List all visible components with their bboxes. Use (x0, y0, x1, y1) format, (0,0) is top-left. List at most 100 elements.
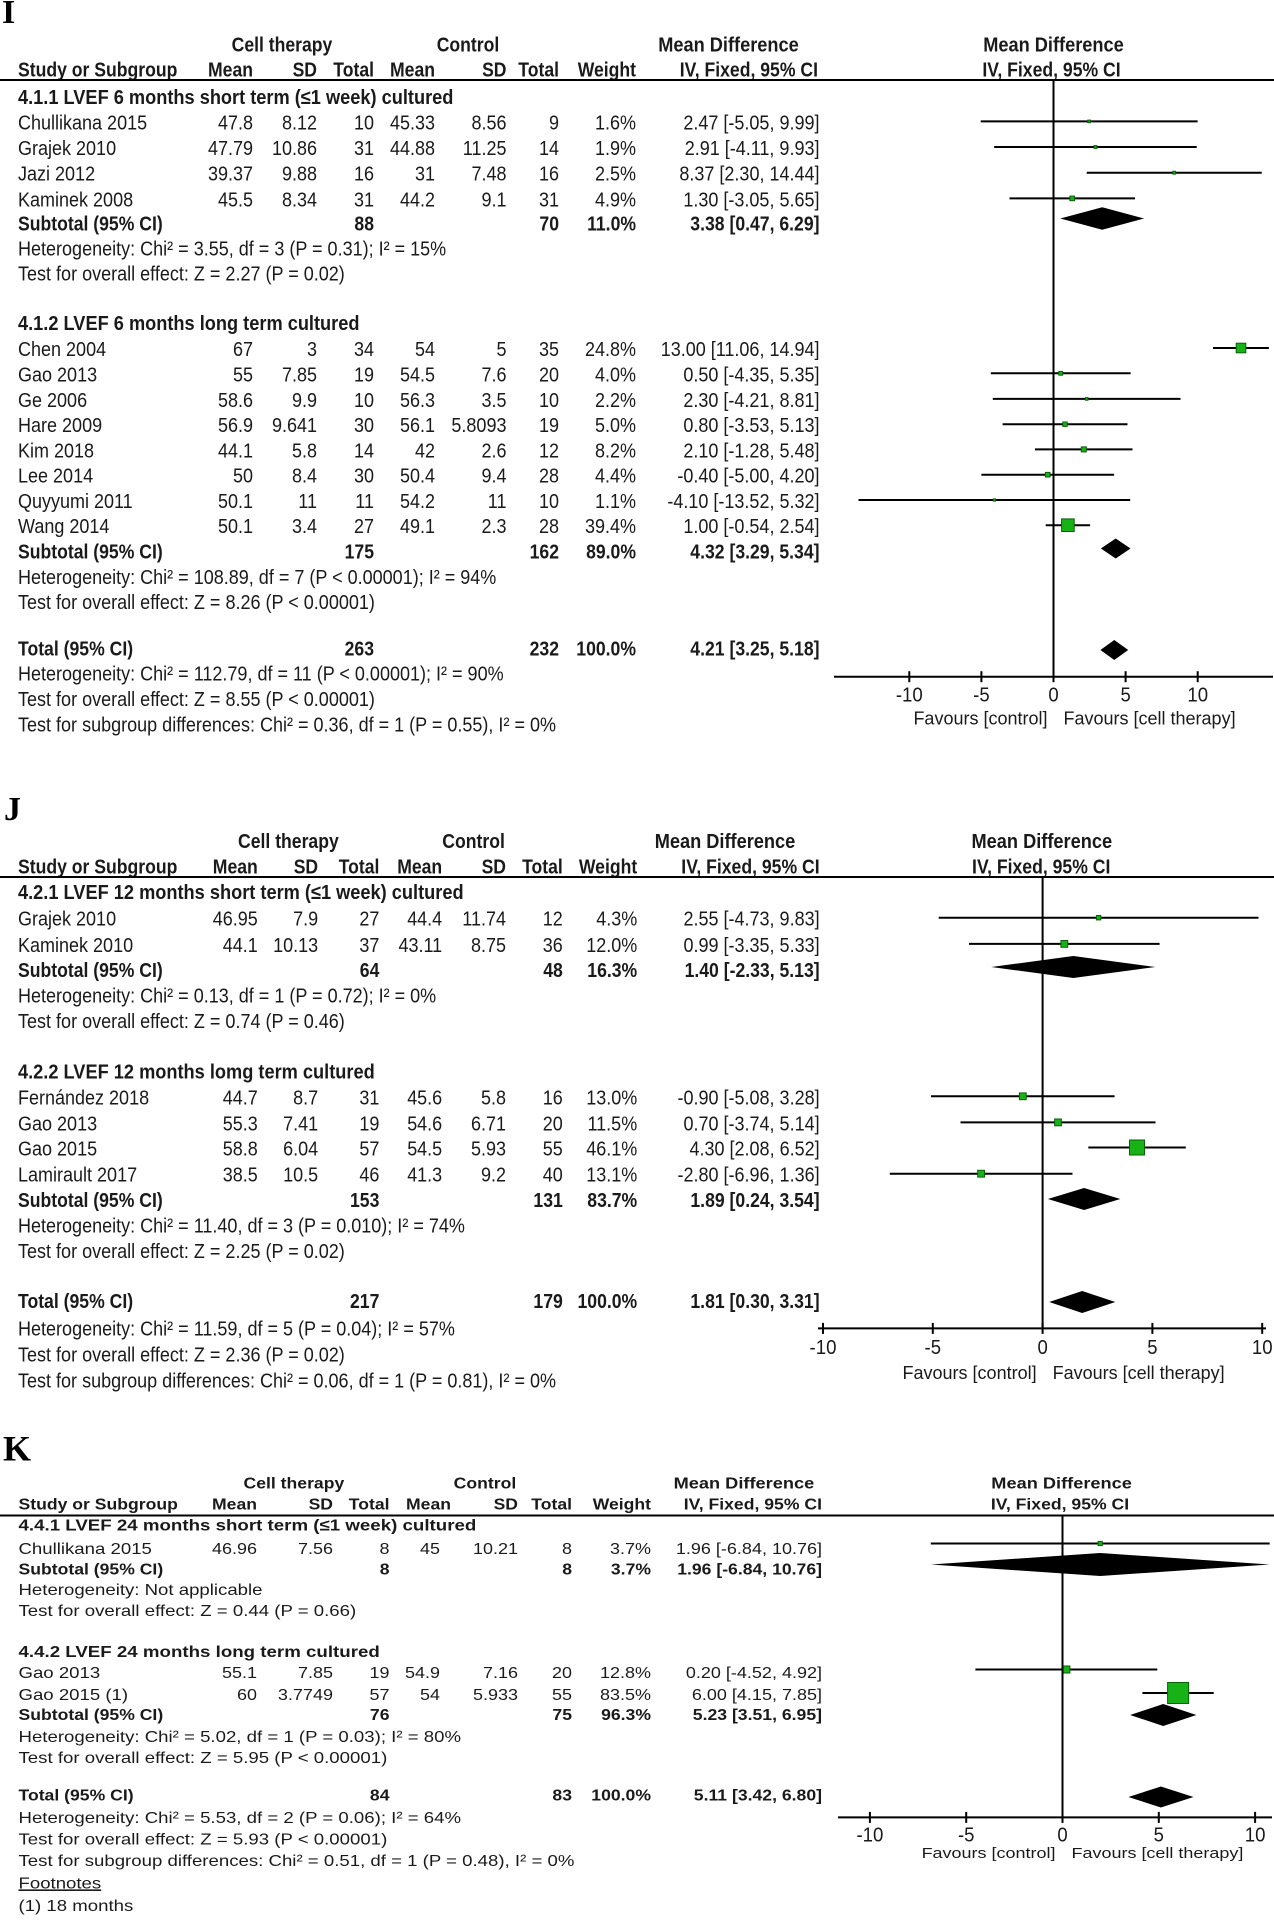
svg-text:60: 60 (237, 1686, 257, 1704)
svg-text:38.5: 38.5 (223, 1165, 258, 1187)
svg-text:9.88: 9.88 (282, 164, 317, 186)
svg-text:Mean: Mean (397, 857, 442, 879)
svg-text:19: 19 (539, 415, 559, 437)
svg-text:179: 179 (533, 1291, 562, 1313)
svg-text:Cell therapy: Cell therapy (244, 1474, 345, 1492)
svg-text:Quyyumi 2011: Quyyumi 2011 (18, 491, 133, 513)
svg-text:4.2.2 LVEF 12 months lomg term: 4.2.2 LVEF 12 months lomg term cultured (18, 1062, 375, 1084)
svg-text:2.55 [-4.73, 9.83]: 2.55 [-4.73, 9.83] (684, 909, 820, 931)
svg-text:16: 16 (543, 1087, 563, 1109)
svg-text:55: 55 (543, 1139, 563, 1161)
svg-text:55: 55 (552, 1686, 572, 1704)
svg-text:10: 10 (1245, 1824, 1266, 1846)
svg-text:2.47 [-5.05, 9.99]: 2.47 [-5.05, 9.99] (683, 112, 819, 134)
svg-text:9.9: 9.9 (292, 390, 317, 412)
svg-text:Heterogeneity: Chi² = 5.02, df: Heterogeneity: Chi² = 5.02, df = 1 (P = … (19, 1728, 462, 1746)
svg-text:175: 175 (345, 542, 374, 564)
svg-text:Test for overall effect: Z = 0: Test for overall effect: Z = 0.74 (P = 0… (18, 1011, 345, 1033)
svg-text:10.5: 10.5 (283, 1165, 318, 1187)
svg-text:Heterogeneity: Chi² = 0.13, df: Heterogeneity: Chi² = 0.13, df = 1 (P = … (18, 986, 436, 1008)
svg-text:Total: Total (518, 60, 559, 82)
svg-text:31: 31 (354, 138, 374, 160)
svg-text:41.3: 41.3 (407, 1165, 442, 1187)
svg-text:Control: Control (442, 831, 505, 853)
svg-text:1.89 [0.24, 3.54]: 1.89 [0.24, 3.54] (690, 1190, 819, 1212)
svg-text:54: 54 (420, 1686, 440, 1704)
svg-text:11.25: 11.25 (463, 138, 507, 160)
svg-text:Favours [cell therapy]: Favours [cell therapy] (1053, 1363, 1225, 1383)
svg-text:7.6: 7.6 (482, 364, 507, 386)
svg-text:8.37 [2.30, 14.44]: 8.37 [2.30, 14.44] (679, 164, 819, 186)
svg-text:Chullikana 2015: Chullikana 2015 (18, 112, 147, 134)
svg-text:Subtotal (95% CI): Subtotal (95% CI) (18, 542, 163, 564)
svg-text:2.5%: 2.5% (595, 164, 636, 186)
svg-text:Test for subgroup differences:: Test for subgroup differences: Chi² = 0.… (19, 1852, 575, 1870)
svg-text:Gao 2013: Gao 2013 (19, 1664, 101, 1682)
svg-text:4.0%: 4.0% (595, 364, 636, 386)
svg-text:Favours [control]: Favours [control] (922, 1846, 1056, 1862)
svg-text:8.34: 8.34 (282, 189, 317, 211)
svg-text:4.4.2 LVEF 24 months long term: 4.4.2 LVEF 24 months long term cultured (19, 1643, 380, 1661)
svg-text:83: 83 (552, 1786, 572, 1804)
svg-text:Study or Subgroup: Study or Subgroup (19, 1495, 178, 1513)
svg-text:45: 45 (420, 1540, 440, 1558)
svg-text:8: 8 (380, 1560, 390, 1578)
svg-text:Test for overall effect: Z = 2: Test for overall effect: Z = 2.36 (P = 0… (18, 1345, 345, 1367)
svg-text:SD: SD (293, 60, 317, 82)
svg-text:10: 10 (354, 112, 374, 134)
svg-text:-10: -10 (810, 1337, 837, 1359)
svg-text:83.5%: 83.5% (600, 1686, 651, 1704)
svg-text:10: 10 (539, 491, 559, 513)
svg-text:42: 42 (415, 440, 435, 462)
svg-text:1.96 [-6.84, 10.76]: 1.96 [-6.84, 10.76] (676, 1540, 822, 1558)
svg-text:IV, Fixed, 95% CI: IV, Fixed, 95% CI (991, 1495, 1129, 1513)
svg-text:44.2: 44.2 (400, 189, 435, 211)
svg-text:SD: SD (294, 857, 318, 879)
svg-text:45.5: 45.5 (218, 189, 253, 211)
svg-text:(1) 18 months: (1) 18 months (19, 1897, 134, 1915)
svg-text:43.11: 43.11 (399, 935, 443, 957)
svg-text:Subtotal (95% CI): Subtotal (95% CI) (18, 1190, 163, 1212)
svg-text:Test for overall effect: Z = 0: Test for overall effect: Z = 0.44 (P = 0… (19, 1602, 357, 1620)
svg-text:Total: Total (339, 857, 380, 879)
svg-text:-5: -5 (973, 684, 990, 706)
svg-text:11.74: 11.74 (462, 909, 506, 931)
svg-text:2.91 [-4.11, 9.93]: 2.91 [-4.11, 9.93] (685, 138, 820, 160)
svg-text:0: 0 (1048, 684, 1058, 706)
svg-text:Mean Difference: Mean Difference (972, 831, 1113, 853)
svg-text:76: 76 (370, 1706, 390, 1724)
svg-text:1.30 [-3.05, 5.65]: 1.30 [-3.05, 5.65] (683, 189, 819, 211)
svg-text:5.23 [3.51, 6.95]: 5.23 [3.51, 6.95] (693, 1706, 822, 1724)
svg-text:1.6%: 1.6% (595, 112, 636, 134)
svg-text:6.04: 6.04 (283, 1139, 318, 1161)
svg-text:35: 35 (539, 339, 559, 361)
svg-text:9: 9 (549, 112, 559, 134)
svg-text:Wang 2014: Wang 2014 (18, 516, 109, 538)
svg-text:Mean Difference: Mean Difference (991, 1474, 1132, 1492)
svg-text:54.2: 54.2 (400, 491, 435, 513)
svg-text:8: 8 (562, 1560, 572, 1578)
svg-text:Mean: Mean (208, 60, 253, 82)
svg-text:10: 10 (1187, 684, 1208, 706)
svg-text:11.5%: 11.5% (588, 1113, 638, 1135)
svg-text:Mean: Mean (390, 60, 435, 82)
svg-text:4.2.1 LVEF 12 months short ter: 4.2.1 LVEF 12 months short term (≤1 week… (18, 882, 464, 904)
svg-text:13.00 [11.06, 14.94]: 13.00 [11.06, 14.94] (661, 339, 820, 361)
svg-text:3.38 [0.47, 6.29]: 3.38 [0.47, 6.29] (690, 214, 819, 236)
svg-text:50.1: 50.1 (218, 516, 253, 538)
svg-text:12: 12 (539, 440, 559, 462)
svg-text:Gao 2013: Gao 2013 (18, 1113, 97, 1135)
svg-text:Heterogeneity: Not applicable: Heterogeneity: Not applicable (19, 1581, 263, 1599)
svg-text:Total: Total (349, 1495, 390, 1513)
svg-text:2.6: 2.6 (482, 440, 507, 462)
svg-text:39.37: 39.37 (208, 164, 253, 186)
svg-text:16: 16 (539, 164, 559, 186)
svg-text:Ge 2006: Ge 2006 (18, 390, 87, 412)
svg-text:SD: SD (482, 60, 506, 82)
svg-text:8: 8 (380, 1540, 390, 1558)
svg-text:5: 5 (497, 339, 507, 361)
svg-text:Study or Subgroup: Study or Subgroup (18, 857, 177, 879)
svg-text:50.1: 50.1 (218, 491, 253, 513)
svg-text:6.00 [4.15, 7.85]: 6.00 [4.15, 7.85] (692, 1686, 822, 1704)
svg-text:0.50 [-4.35, 5.35]: 0.50 [-4.35, 5.35] (683, 364, 819, 386)
